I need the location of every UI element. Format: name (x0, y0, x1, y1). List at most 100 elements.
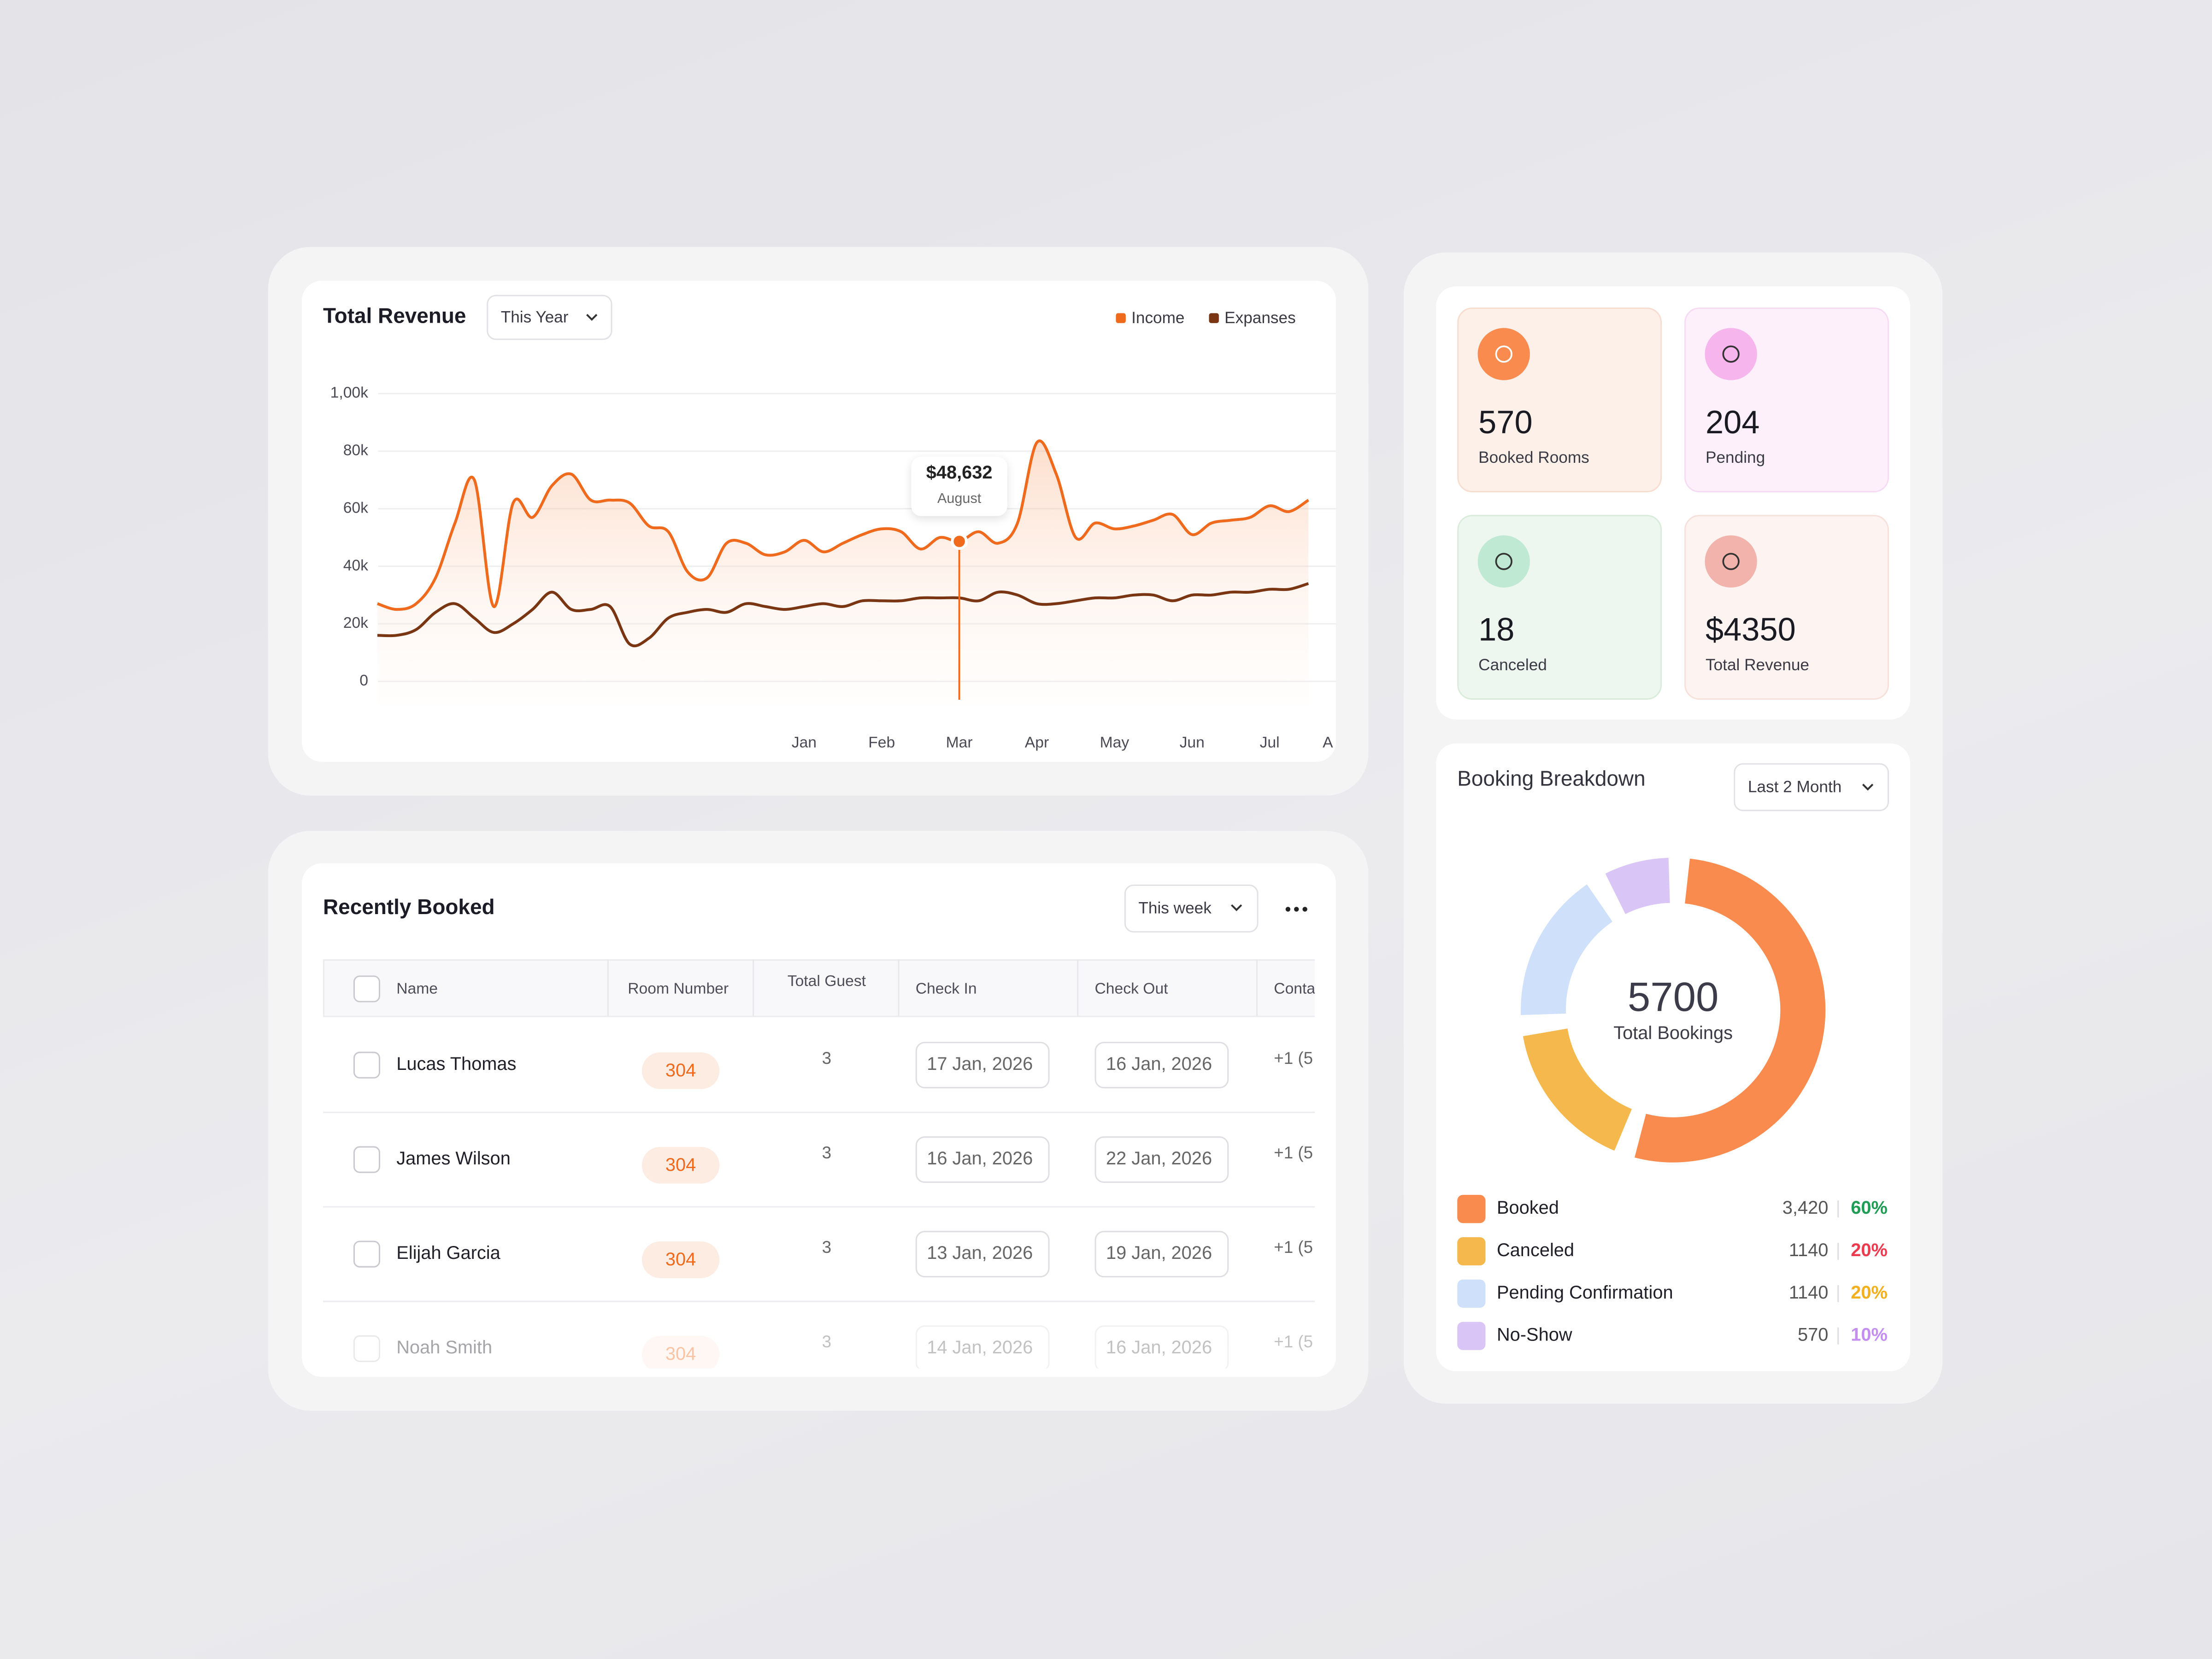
legend-value: 570 (1798, 1325, 1828, 1345)
room-number: 304 (665, 1155, 696, 1175)
legend-swatch (1457, 1195, 1486, 1223)
column-header: Check Out (1095, 980, 1169, 998)
revenue-title: Total Revenue (323, 304, 466, 328)
tooltip-value: $48,632 (926, 462, 993, 483)
table-row: Lucas Thomas 304 3 17 Jan, 2026 16 Jan, 2026… (323, 1042, 1315, 1113)
contact: +1 (5 (1274, 1238, 1313, 1257)
contact: +1 (5 (1274, 1049, 1313, 1068)
legend-label: Pending Confirmation (1497, 1282, 1673, 1303)
breakdown-title: Booking Breakdown (1457, 767, 1645, 791)
check-in: 14 Jan, 2026 (927, 1337, 1033, 1358)
y-tick-label: 60k (343, 499, 368, 516)
stat-glyph (1722, 345, 1740, 363)
stat-card: 570 Booked Rooms (1457, 307, 1662, 493)
donut-chart: 5700 Total Bookings Booked 3,420 60% Canceled… (1457, 857, 1888, 1350)
legend-label: Income (1131, 309, 1184, 327)
x-tick-label: Mar (946, 734, 973, 751)
guest-name: James Wilson (396, 1148, 511, 1169)
guest-count: 3 (822, 1143, 831, 1162)
stat-card: 18 Canceled (1457, 515, 1662, 700)
stat-icon (1477, 535, 1530, 588)
guest-name: Lucas Thomas (396, 1054, 516, 1074)
stat-label: Booked Rooms (1478, 449, 1589, 466)
chevron (1862, 784, 1874, 791)
column-header: Room Number (628, 980, 729, 998)
highlight-point (951, 533, 968, 550)
revenue-chart: 0 20k 40k 60k 80k 1,00k Jan Feb Mar Apr May Jun Jul A… (330, 309, 1336, 751)
period-label: This Year (501, 308, 569, 326)
stat-icon (1705, 328, 1757, 380)
check-in-box (915, 1042, 1050, 1089)
checkbox[interactable] (353, 975, 380, 1003)
y-tick-label: 20k (343, 614, 368, 632)
legend-label: No-Show (1497, 1325, 1572, 1345)
room-pill (641, 1052, 720, 1089)
stat-label: Pending (1706, 449, 1765, 466)
y-tick-label: 0 (359, 672, 368, 689)
legend-swatch (1116, 313, 1126, 323)
guest-name: Noah Smith (396, 1337, 492, 1358)
check-in: 16 Jan, 2026 (927, 1148, 1033, 1169)
guest-count: 3 (822, 1332, 831, 1351)
week-dropdown[interactable] (1124, 884, 1259, 933)
table-row: Noah Smith 304 3 14 Jan, 2026 16 Jan, 2026 +1… (353, 1325, 1313, 1369)
contact: +1 (5 (1274, 1332, 1313, 1351)
legend-percent: 20% (1851, 1282, 1888, 1303)
more-button[interactable] (1285, 907, 1307, 912)
stat-value: 204 (1706, 404, 1759, 440)
donut-total-label: Total Bookings (1613, 1023, 1733, 1043)
check-out: 16 Jan, 2026 (1106, 1337, 1212, 1358)
room-pill (641, 1147, 720, 1184)
chevron (586, 314, 598, 321)
column-header: Conta (1274, 980, 1315, 998)
range-dropdown[interactable] (1734, 763, 1889, 811)
donut-segment (1605, 857, 1671, 915)
stat-icon (1705, 535, 1757, 588)
x-tick-label: Feb (868, 734, 895, 751)
x-tick-label: Apr (1025, 734, 1049, 751)
checkbox[interactable] (353, 1146, 380, 1173)
chevron (1231, 904, 1242, 911)
stat-glyph (1722, 553, 1740, 570)
stat-icon (1477, 328, 1530, 380)
check-in-box (915, 1136, 1050, 1183)
room-number: 304 (665, 1344, 696, 1364)
donut-segment (1521, 884, 1613, 1015)
y-tick-label: 80k (343, 442, 368, 459)
room-number: 304 (665, 1060, 696, 1080)
check-out: 16 Jan, 2026 (1106, 1054, 1212, 1074)
stats: 570 Booked Rooms 204 Pending 18 Canceled $4350… (1457, 307, 1889, 700)
donut-segment (1635, 858, 1826, 1163)
check-out-box (1094, 1231, 1229, 1278)
series-line (377, 582, 1309, 648)
check-in: 17 Jan, 2026 (927, 1054, 1033, 1074)
guest-count: 3 (822, 1238, 831, 1257)
legend-swatch (1457, 1322, 1486, 1350)
checkbox[interactable] (353, 1051, 380, 1079)
stat-value: $4350 (1706, 611, 1796, 648)
legend-value: 1140 (1789, 1240, 1829, 1260)
stat-value: 18 (1478, 611, 1514, 648)
table-header (323, 959, 1315, 1017)
series-line (377, 439, 1309, 611)
x-tick-label: Jul (1260, 734, 1280, 751)
income-area (377, 441, 1309, 706)
checkbox[interactable] (353, 1240, 380, 1268)
stat-card: $4350 Total Revenue (1684, 515, 1889, 700)
column-header: Check In (916, 980, 977, 998)
booking-table: Name Room Number Total Guest Check In Check … (323, 959, 1315, 1369)
table-title: Recently Booked (323, 895, 495, 919)
check-out: 19 Jan, 2026 (1106, 1243, 1212, 1263)
x-tick-label: Jan (792, 734, 817, 751)
donut-total: 5700 (1628, 974, 1718, 1020)
check-out-box (1094, 1042, 1229, 1089)
checkbox[interactable] (353, 1335, 380, 1362)
week-label: This week (1138, 899, 1212, 917)
donut-segment (1523, 1028, 1632, 1151)
stat-label: Total Revenue (1706, 656, 1809, 674)
period-dropdown[interactable] (487, 295, 612, 340)
check-out-box (1094, 1136, 1229, 1183)
breakdown-panel (1436, 743, 1910, 1371)
column-header: Total Guest (788, 973, 866, 990)
